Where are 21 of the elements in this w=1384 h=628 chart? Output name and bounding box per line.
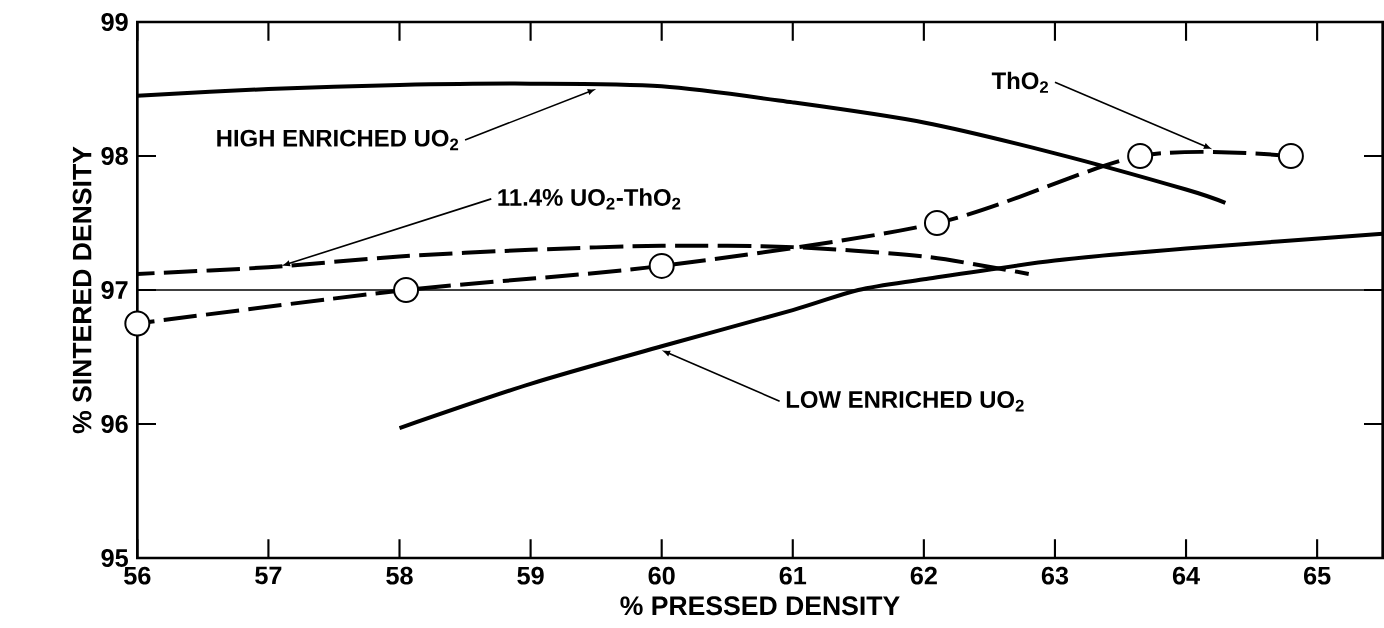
x-tick-label: 57 xyxy=(255,566,282,585)
x-tick-label: 56 xyxy=(124,566,151,585)
x-tick-label: 63 xyxy=(1041,566,1069,585)
y-axis-title: % SINTERED DENSITY xyxy=(72,146,92,434)
x-tick-label: 65 xyxy=(1304,566,1331,585)
y-tick-label: 95 xyxy=(101,549,128,567)
annotation: HIGH ENRICHED UO$_{2}$ xyxy=(217,129,459,151)
y-tick-label: 99 xyxy=(101,13,128,31)
x-tick-label: 58 xyxy=(386,566,413,585)
x-tick-label: 61 xyxy=(779,566,807,585)
x-tick-label: 62 xyxy=(910,566,937,585)
annotation: LOW ENRICHED UO$_{2}$ xyxy=(786,390,1024,412)
y-tick-label: 96 xyxy=(101,415,128,433)
y-tick-label: 98 xyxy=(101,147,128,165)
x-axis-title: % PRESSED DENSITY xyxy=(620,596,900,616)
x-tick-label: 60 xyxy=(648,566,675,585)
y-tick-label: 97 xyxy=(101,281,128,299)
annotation: ThO$_{2}$ xyxy=(991,71,1048,93)
annotation: 11.4% UO$_{2}$-ThO$_{2}$ xyxy=(498,188,681,210)
x-tick-label: 59 xyxy=(517,566,544,585)
x-tick-label: 64 xyxy=(1172,566,1200,585)
